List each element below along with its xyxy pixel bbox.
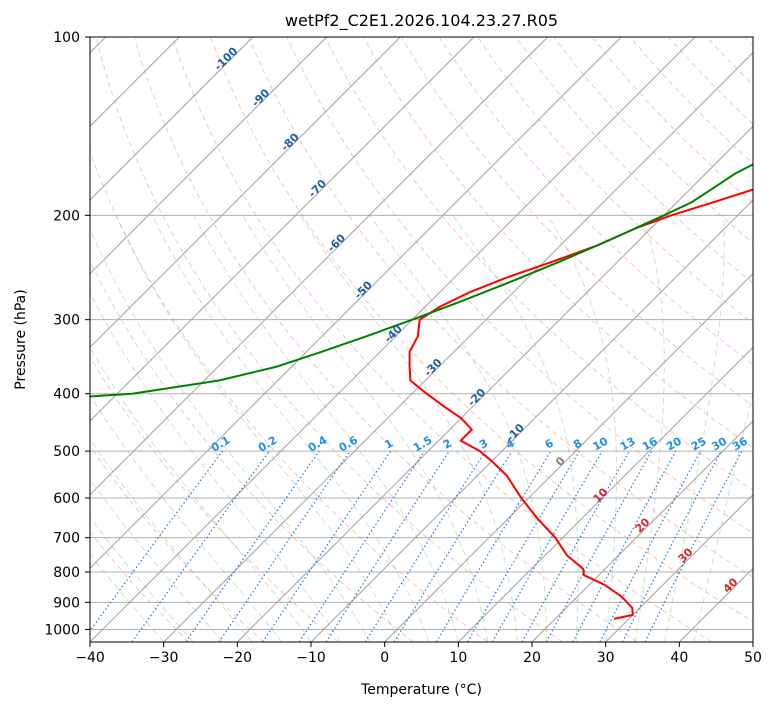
moist-adiabat-line <box>115 215 400 642</box>
dry-adiabat-line <box>133 37 638 642</box>
x-tick-label: 40 <box>670 650 688 666</box>
dry-adiabat-line <box>90 531 190 642</box>
moist-adiabat-line <box>547 215 617 642</box>
moist-adiabat-line <box>664 215 725 642</box>
y-tick-label: 800 <box>53 565 80 581</box>
moist-adiabat-line <box>90 292 341 642</box>
x-tick-label: −40 <box>75 650 105 666</box>
y-tick-label: 300 <box>53 313 80 329</box>
mixing-ratio-line <box>218 450 351 642</box>
dry-adiabat-line <box>90 356 339 642</box>
dry-adiabat-line <box>515 37 753 284</box>
x-tick-label: −30 <box>149 650 179 666</box>
mixing-ratio-line <box>185 450 320 642</box>
plot-background <box>90 37 753 642</box>
mixing-ratio-line <box>298 450 425 642</box>
moist-adiabat-line <box>90 553 165 642</box>
y-tick-label: 500 <box>53 444 80 460</box>
mixing-ratio-line <box>393 450 513 642</box>
moist-adiabat-line <box>90 478 223 642</box>
x-tick-label: −10 <box>296 650 326 666</box>
isotherm-line <box>457 346 753 642</box>
y-tick-label: 1000 <box>44 622 80 638</box>
dry-adiabat-line <box>438 37 753 366</box>
mixing-ratio-line <box>644 450 743 642</box>
y-axis-title: Pressure (hPa) <box>13 289 29 389</box>
dry-adiabat-line <box>90 150 488 642</box>
y-axis: 100 200 300 400 500 600 700 800 900 1000 <box>44 30 90 638</box>
y-tick-label: 200 <box>53 208 80 224</box>
dry-adiabat-line <box>90 445 264 642</box>
isotherm-line <box>90 37 622 570</box>
moist-adiabat-line <box>90 228 371 642</box>
mixing-ratio-line <box>90 450 223 632</box>
isotherm-line <box>310 199 753 642</box>
mixing-ratio-line <box>521 450 631 642</box>
dry-adiabat-line <box>400 37 753 407</box>
mixing-ratio-line <box>325 450 450 642</box>
mixing-ratio-line <box>545 450 653 642</box>
moist-adiabat-line <box>452 215 579 642</box>
moist-adiabat-line <box>90 394 282 642</box>
moist-adiabat-line <box>90 516 194 642</box>
plot-frame <box>89 36 754 643</box>
isotherm-line <box>531 420 753 642</box>
y-tick-label: 100 <box>53 30 80 46</box>
dry-adiabat-line <box>171 37 712 642</box>
x-axis-title: Temperature (°C) <box>360 682 482 698</box>
y-tick-label: 700 <box>53 531 80 547</box>
moist-adiabat-line <box>242 215 489 642</box>
y-tick-label: 900 <box>53 595 80 611</box>
grid-layer <box>90 37 753 642</box>
isotherm-line <box>678 567 753 642</box>
temperature-profile-line <box>408 188 753 620</box>
moist-adiabat-line <box>90 438 253 642</box>
x-tick-label: 0 <box>380 650 389 666</box>
isotherm-line <box>90 37 475 422</box>
isotherm-line <box>163 51 753 642</box>
moist-adiabat-line <box>634 215 665 642</box>
series-layer <box>90 163 753 620</box>
moist-adiabat-line <box>369 215 548 642</box>
x-axis: −40 −30 −20 −10 0 10 20 30 40 50 <box>75 642 762 666</box>
x-tick-label: 50 <box>744 650 762 666</box>
isotherm-line <box>90 37 401 349</box>
x-tick-label: 30 <box>597 650 615 666</box>
x-tick-label: 10 <box>449 650 467 666</box>
isotherm-line <box>384 272 753 642</box>
isotherm-line <box>90 37 549 496</box>
dry-adiabat-line <box>248 37 753 578</box>
dry-adiabat-line <box>210 37 753 623</box>
moist-adiabat-line <box>151 215 430 642</box>
chart-title: wetPf2_C2E1.2026.104.23.27.R05 <box>285 11 558 31</box>
y-tick-label: 400 <box>53 387 80 403</box>
dewpoint-profile-line <box>90 163 753 398</box>
mixing-ratio-line <box>131 450 270 642</box>
moist-adiabat-line <box>90 346 312 642</box>
dry-adiabat-line <box>90 259 414 642</box>
dry-adiabat-line <box>95 37 563 642</box>
mixing-ratio-line <box>572 450 677 642</box>
isotherm-line <box>236 125 753 642</box>
y-tick-label: 600 <box>53 491 80 507</box>
x-tick-label: 20 <box>523 650 541 666</box>
mixing-ratio-line <box>262 450 392 642</box>
x-tick-label: −20 <box>223 650 253 666</box>
moist-adiabat-line <box>193 215 459 642</box>
dry-adiabat-line <box>286 37 753 534</box>
